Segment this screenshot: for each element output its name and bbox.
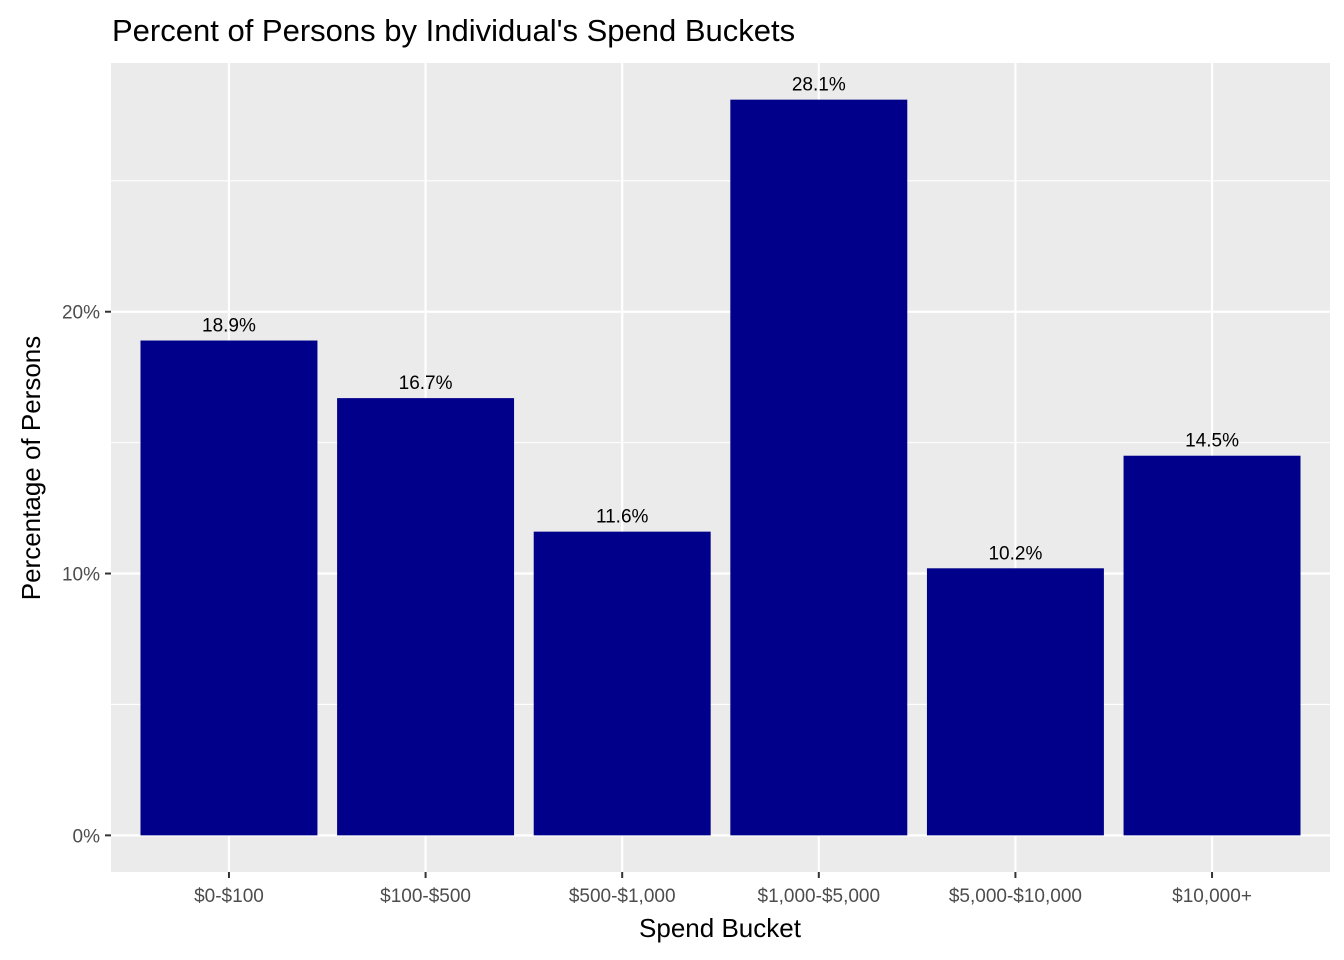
data-label: 16.7% — [399, 373, 453, 394]
x-tick-label: $0-$100 — [194, 886, 264, 907]
x-tick-label: $100-$500 — [380, 886, 471, 907]
bar — [730, 99, 908, 836]
bar — [140, 340, 318, 836]
chart-title: Percent of Persons by Individual's Spend… — [112, 13, 795, 48]
data-label: 11.6% — [596, 507, 649, 528]
bar — [926, 568, 1104, 836]
bar — [533, 531, 711, 836]
data-label: 10.2% — [988, 543, 1042, 564]
x-axis: $0-$100 $100-$500 $500-$1,000 $1,000-$5,000… — [194, 872, 1252, 907]
y-tick-label: 0% — [73, 826, 101, 847]
data-labels: 18.9% 16.7% 11.6% 28.1% 10.2% 14.5% — [202, 75, 1239, 565]
bars — [140, 99, 1301, 836]
x-tick-label: $1,000-$5,000 — [758, 886, 881, 907]
x-axis-title: Spend Bucket — [639, 913, 802, 943]
y-tick-label: 20% — [62, 303, 100, 324]
x-tick-label: $10,000+ — [1172, 886, 1252, 907]
data-label: 18.9% — [202, 316, 256, 337]
x-tick-label: $5,000-$10,000 — [949, 886, 1082, 907]
data-label: 14.5% — [1185, 431, 1239, 452]
bar — [337, 398, 515, 836]
data-label: 28.1% — [792, 75, 846, 96]
x-tick-label: $500-$1,000 — [569, 886, 676, 907]
y-tick-label: 10% — [62, 565, 100, 586]
bar — [1123, 455, 1301, 836]
y-axis: 0% 10% 20% — [62, 303, 111, 847]
y-axis-title: Percentage of Persons — [16, 336, 46, 601]
